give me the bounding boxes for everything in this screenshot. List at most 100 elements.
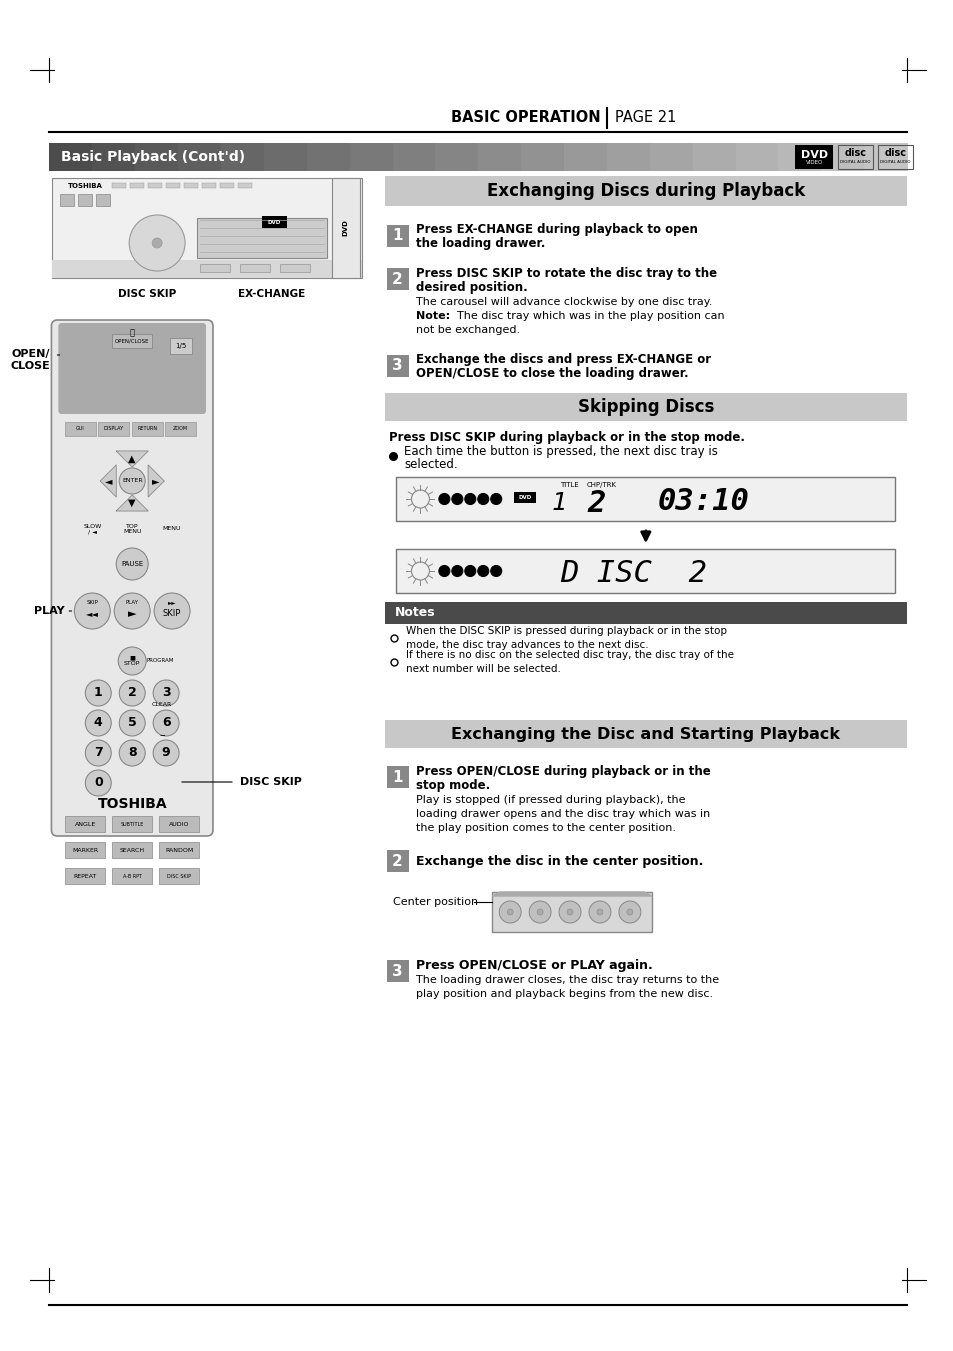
Text: the play position comes to the center position.: the play position comes to the center po… xyxy=(416,823,676,834)
Circle shape xyxy=(116,549,148,580)
Text: CHP/TRK: CHP/TRK xyxy=(586,482,617,488)
Circle shape xyxy=(118,647,146,676)
Text: When the DISC SKIP is pressed during playback or in the stop: When the DISC SKIP is pressed during pla… xyxy=(406,626,727,636)
Circle shape xyxy=(152,238,162,249)
Circle shape xyxy=(119,711,145,736)
Bar xyxy=(307,143,351,172)
Text: PAUSE: PAUSE xyxy=(121,561,143,567)
Circle shape xyxy=(119,680,145,707)
Circle shape xyxy=(438,493,450,504)
Text: 1: 1 xyxy=(392,228,402,243)
Text: Play is stopped (if pressed during playback), the: Play is stopped (if pressed during playb… xyxy=(416,794,685,805)
Bar xyxy=(96,195,111,205)
Text: ◄◄: ◄◄ xyxy=(86,609,99,619)
Bar xyxy=(349,143,393,172)
Text: OPEN/CLOSE: OPEN/CLOSE xyxy=(114,339,150,343)
Circle shape xyxy=(597,909,602,915)
Text: DISC SKIP: DISC SKIP xyxy=(118,289,176,299)
Bar xyxy=(135,143,179,172)
Text: Note:: Note: xyxy=(416,311,450,322)
Text: MENU: MENU xyxy=(163,527,181,531)
Text: desired position.: desired position. xyxy=(416,281,528,293)
Text: disc: disc xyxy=(883,149,905,158)
Text: Press OPEN/CLOSE during playback or in the: Press OPEN/CLOSE during playback or in t… xyxy=(416,765,710,777)
Text: 9: 9 xyxy=(162,747,171,759)
Bar xyxy=(159,867,199,884)
Circle shape xyxy=(558,901,580,923)
Text: PROGRAM: PROGRAM xyxy=(147,658,173,663)
Text: 0: 0 xyxy=(93,777,103,789)
Polygon shape xyxy=(116,451,148,467)
Text: 1: 1 xyxy=(93,686,103,700)
Text: TOSHIBA: TOSHIBA xyxy=(97,797,167,811)
Text: AUDIO: AUDIO xyxy=(169,821,189,827)
Text: loading drawer opens and the disc tray which was in: loading drawer opens and the disc tray w… xyxy=(416,809,710,819)
Text: 03:10: 03:10 xyxy=(657,486,749,516)
Text: If there is no disc on the selected disc tray, the disc tray of the: If there is no disc on the selected disc… xyxy=(406,650,734,661)
Text: 2: 2 xyxy=(392,272,402,286)
Circle shape xyxy=(618,901,640,923)
Bar xyxy=(60,195,74,205)
Text: Each time the button is pressed, the next disc tray is: Each time the button is pressed, the nex… xyxy=(404,444,718,458)
Text: PAGE 21: PAGE 21 xyxy=(615,111,676,126)
Text: REPEAT: REPEAT xyxy=(73,874,97,878)
Bar xyxy=(197,218,326,258)
Bar xyxy=(166,182,180,188)
Text: DIGITAL AUDIO: DIGITAL AUDIO xyxy=(840,161,869,165)
Circle shape xyxy=(464,566,476,577)
Circle shape xyxy=(438,566,450,577)
Polygon shape xyxy=(100,465,116,497)
Bar xyxy=(52,259,361,278)
Bar xyxy=(563,143,607,172)
Text: BASIC OPERATION: BASIC OPERATION xyxy=(451,111,600,126)
Bar xyxy=(386,355,409,377)
Text: SUBTITLE: SUBTITLE xyxy=(120,821,144,827)
Bar xyxy=(435,143,478,172)
Text: VIDEO: VIDEO xyxy=(805,161,822,166)
Text: DVD: DVD xyxy=(267,219,280,224)
Text: ■
STOP: ■ STOP xyxy=(124,655,140,666)
Text: SKIP: SKIP xyxy=(163,609,181,619)
Text: A-B RPT: A-B RPT xyxy=(123,874,142,878)
Bar xyxy=(386,766,409,788)
Text: selected.: selected. xyxy=(404,458,457,470)
Text: 2: 2 xyxy=(128,686,136,700)
Text: Press EX-CHANGE during playback to open: Press EX-CHANGE during playback to open xyxy=(416,223,698,236)
Bar xyxy=(220,182,233,188)
Bar xyxy=(492,892,651,932)
Text: 5: 5 xyxy=(128,716,136,730)
Text: SKIP: SKIP xyxy=(87,600,98,605)
Text: stop mode.: stop mode. xyxy=(416,778,490,792)
Bar xyxy=(332,178,359,278)
Bar xyxy=(202,182,215,188)
Circle shape xyxy=(477,566,488,577)
Bar xyxy=(239,263,270,272)
Text: The disc tray which was in the play position can: The disc tray which was in the play posi… xyxy=(456,311,724,322)
Text: DISC SKIP: DISC SKIP xyxy=(167,874,191,878)
Bar xyxy=(264,143,308,172)
Bar xyxy=(78,195,92,205)
Bar xyxy=(279,263,310,272)
Circle shape xyxy=(452,493,462,504)
Bar xyxy=(170,338,192,354)
Text: 3: 3 xyxy=(162,686,171,700)
Bar xyxy=(52,178,361,278)
Circle shape xyxy=(588,901,610,923)
Text: DIGITAL AUDIO: DIGITAL AUDIO xyxy=(879,161,909,165)
Bar xyxy=(386,226,409,247)
Text: 1: 1 xyxy=(551,490,566,515)
Bar xyxy=(66,867,105,884)
Text: TITLE: TITLE xyxy=(559,482,578,488)
Circle shape xyxy=(452,566,462,577)
Bar xyxy=(66,422,96,436)
Bar xyxy=(184,182,198,188)
Text: DVD: DVD xyxy=(800,150,827,159)
Bar xyxy=(838,145,872,169)
Text: ▲: ▲ xyxy=(129,454,136,463)
Bar xyxy=(735,143,779,172)
Text: Exchange the disc in the center position.: Exchange the disc in the center position… xyxy=(416,854,703,867)
Bar xyxy=(261,216,287,228)
Bar xyxy=(477,143,521,172)
Text: the loading drawer.: the loading drawer. xyxy=(416,238,545,250)
Text: GUI: GUI xyxy=(76,427,85,431)
